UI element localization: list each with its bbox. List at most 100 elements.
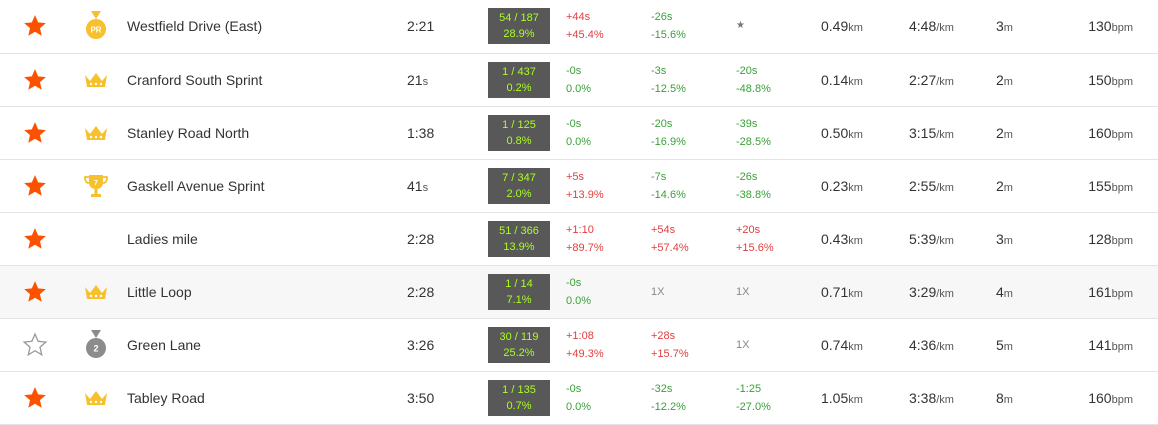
rank-percentile: 0.8% (506, 134, 532, 147)
segment-row[interactable]: Tabley Road 3:50 1 / 135 0.7% -0s 0.0% -32… (0, 371, 1158, 424)
star-filled-icon[interactable] (0, 385, 70, 411)
delta-vs-kom: -26s -15.6% (651, 11, 686, 42)
elevation: 5m (996, 336, 1013, 353)
rank-percentile: 0.7% (506, 399, 532, 412)
delta-vs-kom: -3s -12.5% (651, 64, 686, 95)
segment-row[interactable]: Little Loop 2:28 1 / 14 7.1% -0s 0.0% 1X 1… (0, 265, 1158, 318)
rank-percentile: 28.9% (503, 28, 535, 41)
segment-name[interactable]: Green Lane (127, 336, 201, 353)
rank-text: 30 / 119 (499, 330, 539, 343)
elevation: 3m (996, 230, 1013, 247)
elapsed-time: 21s (407, 71, 429, 88)
rank-text: 1 / 125 (502, 118, 536, 131)
star-filled-icon[interactable] (0, 120, 70, 146)
star-filled-icon[interactable] (0, 13, 70, 39)
elapsed-time: 2:28 (407, 283, 435, 300)
distance: 0.14km (821, 71, 863, 88)
award-cell (70, 106, 122, 159)
star-cell (0, 212, 70, 265)
distance: 0.50km (821, 124, 863, 141)
award-cell (70, 212, 122, 265)
pace: 2:55/km (909, 177, 954, 194)
rank-cell: 51 / 366 13.9% (488, 212, 566, 265)
delta-vs-other: -1:25 -27.0% (736, 382, 771, 413)
delta-vs-other: 1X (736, 338, 750, 351)
rank-cell: 1 / 135 0.7% (488, 371, 566, 424)
distance: 0.43km (821, 230, 863, 247)
star-cell (0, 265, 70, 318)
rank-cell: 54 / 187 28.9% (488, 0, 566, 53)
rank-percentile: 0.2% (506, 81, 532, 94)
star-cell (0, 371, 70, 424)
rank-cell: 1 / 437 0.2% (488, 53, 566, 106)
segment-name[interactable]: Ladies mile (127, 230, 198, 247)
rank-badge: 1 / 437 0.2% (488, 61, 550, 98)
award-cell: PR (70, 0, 122, 53)
segment-row[interactable]: Ladies mile 2:28 51 / 366 13.9% +1:10 +89.… (0, 212, 1158, 265)
delta-vs-pr: +1:08 +49.3% (566, 329, 604, 360)
rank-badge: 7 / 347 2.0% (488, 167, 550, 204)
elapsed-time: 1:38 (407, 124, 435, 141)
segment-name[interactable]: Stanley Road North (127, 124, 250, 141)
award-cell (70, 265, 122, 318)
star-filled-icon[interactable] (0, 67, 70, 93)
star-filled-icon[interactable] (0, 226, 70, 252)
delta-vs-other: +20s +15.6% (736, 223, 774, 254)
segment-name[interactable]: Cranford South Sprint (127, 71, 263, 88)
award-cell: 7 (70, 159, 122, 212)
rank-percentile: 2.0% (506, 187, 532, 200)
segment-name[interactable]: Gaskell Avenue Sprint (127, 177, 265, 194)
heart-rate: 160bpm (1088, 389, 1133, 406)
rank-cell: 30 / 119 25.2% (488, 318, 566, 371)
distance: 1.05km (821, 389, 863, 406)
crown-icon (70, 389, 122, 407)
award-cell (70, 371, 122, 424)
rank-badge: 1 / 14 7.1% (488, 273, 550, 310)
star-filled-icon[interactable] (0, 279, 70, 305)
rank-percentile: 25.2% (503, 346, 535, 359)
delta-vs-other: ★ (736, 20, 745, 32)
rank-badge: 1 / 135 0.7% (488, 379, 550, 416)
heart-rate: 160bpm (1088, 124, 1133, 141)
delta-vs-pr: -0s 0.0% (566, 64, 592, 95)
segment-row[interactable]: 2 Green Lane 3:26 30 / 119 25.2% +1:08 +49… (0, 318, 1158, 371)
rank-cell: 1 / 14 7.1% (488, 265, 566, 318)
star-cell (0, 0, 70, 53)
rank-badge: 1 / 125 0.8% (488, 114, 550, 151)
rank-text: 7 / 347 (502, 171, 536, 184)
segment-name[interactable]: Little Loop (127, 283, 192, 300)
heart-rate: 128bpm (1088, 230, 1133, 247)
elevation: 4m (996, 283, 1013, 300)
elevation: 8m (996, 389, 1013, 406)
delta-vs-pr: +1:10 +89.7% (566, 223, 604, 254)
heart-rate: 161bpm (1088, 283, 1133, 300)
elapsed-time: 3:50 (407, 389, 435, 406)
rank-percentile: 13.9% (503, 240, 535, 253)
elapsed-time: 3:26 (407, 336, 435, 353)
pace: 4:36/km (909, 336, 954, 353)
elapsed-time: 41s (407, 177, 429, 194)
segment-row[interactable]: PR Westfield Drive (East) 2:21 54 / 187 2… (0, 0, 1158, 53)
rank-percentile: 7.1% (506, 293, 532, 306)
rank-text: 1 / 437 (502, 65, 536, 78)
svg-text:7: 7 (94, 180, 98, 187)
star-filled-icon[interactable] (0, 173, 70, 199)
rank-cell: 7 / 347 2.0% (488, 159, 566, 212)
segment-name[interactable]: Tabley Road (127, 389, 205, 406)
pace: 4:48/km (909, 18, 954, 35)
distance: 0.74km (821, 336, 863, 353)
delta-vs-pr: +5s +13.9% (566, 170, 604, 201)
heart-rate: 150bpm (1088, 71, 1133, 88)
segment-row[interactable]: Cranford South Sprint 21s 1 / 437 0.2% -0… (0, 53, 1158, 106)
segment-name[interactable]: Westfield Drive (East) (127, 18, 263, 35)
segment-row[interactable]: Stanley Road North 1:38 1 / 125 0.8% -0s 0… (0, 106, 1158, 159)
pace: 2:27/km (909, 71, 954, 88)
pace: 3:29/km (909, 283, 954, 300)
rank-badge: 30 / 119 25.2% (488, 326, 550, 363)
pace: 3:38/km (909, 389, 954, 406)
star-outline-icon[interactable] (0, 332, 70, 358)
delta-vs-other: -26s -38.8% (736, 170, 771, 201)
distance: 0.49km (821, 18, 863, 35)
segment-row[interactable]: 7 Gaskell Avenue Sprint 41s 7 / 347 2.0% … (0, 159, 1158, 212)
